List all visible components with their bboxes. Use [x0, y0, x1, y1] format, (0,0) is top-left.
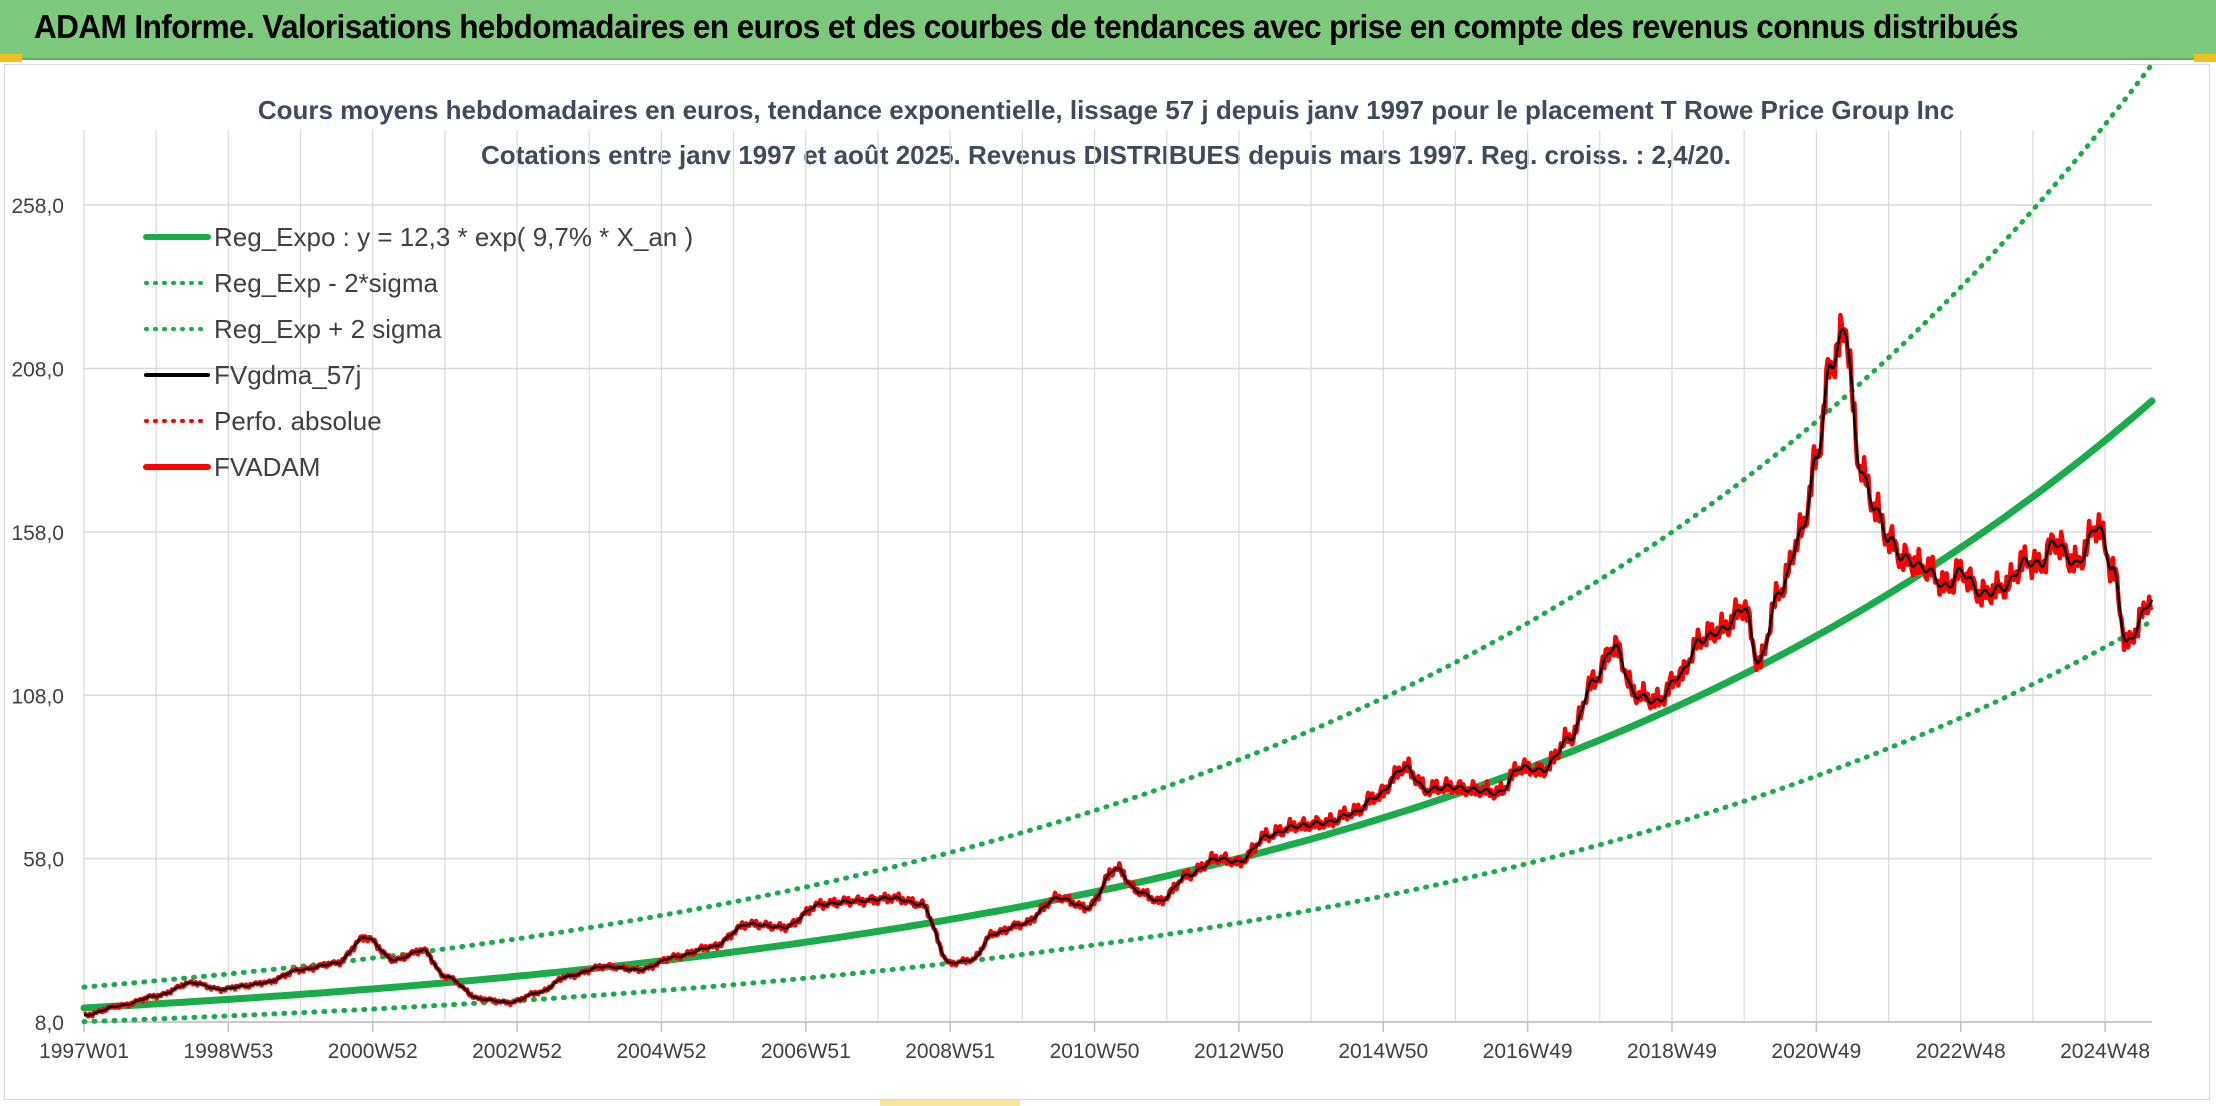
chart-grid	[83, 130, 2152, 1023]
x-tick-label: 2010W50	[1050, 1040, 1140, 1063]
x-tick-label: 2008W51	[905, 1040, 995, 1063]
x-tick-label: 2024W48	[2060, 1040, 2150, 1063]
y-tick-label: 208,0	[11, 359, 64, 382]
x-tick-label: 1997W01	[39, 1040, 129, 1063]
legend-label: Reg_Exp - 2*sigma	[214, 268, 439, 298]
x-tick-label: 1998W53	[183, 1040, 273, 1063]
x-tick-label: 2016W49	[1483, 1040, 1573, 1063]
y-tick-label: 158,0	[11, 522, 64, 545]
chart-title: Cours moyens hebdomadaires en euros, ten…	[258, 95, 1954, 125]
y-tick-label: 108,0	[11, 685, 64, 708]
x-tick-label: 2000W52	[328, 1040, 418, 1063]
header-banner: ADAM Informe. Valorisations hebdomadaire…	[0, 0, 2216, 62]
legend-label: Perfo. absolue	[214, 406, 382, 436]
banner-corner-left	[0, 54, 22, 62]
y-axis: 258,0 208,0 158,0 108,0 58,0 8,0	[11, 195, 64, 1035]
x-tick-label: 2012W50	[1194, 1040, 1284, 1063]
y-tick-label: 258,0	[11, 195, 64, 218]
chart-frame	[4, 64, 2210, 1100]
x-tick-label: 2020W49	[1771, 1040, 1861, 1063]
legend-label: Reg_Exp + 2 sigma	[214, 314, 442, 344]
page-title: ADAM Informe. Valorisations hebdomadaire…	[34, 8, 2019, 45]
chart-series	[80, 61, 2156, 1025]
x-tick-label: 2004W52	[616, 1040, 706, 1063]
y-tick-label: 58,0	[23, 849, 64, 872]
y-tick-label: 8,0	[35, 1012, 64, 1035]
x-tick-label: 2014W50	[1338, 1040, 1428, 1063]
x-tick-label: 2022W48	[1916, 1040, 2006, 1063]
footer-mark	[880, 1100, 1020, 1106]
legend-label: FVgdma_57j	[214, 360, 361, 390]
reg-exp-minus-2-sigma-line	[81, 618, 2155, 1025]
x-tick-label: 2006W51	[761, 1040, 851, 1063]
fvadam-line	[83, 312, 2154, 1019]
legend-label: Reg_Expo : y = 12,3 * exp( 9,7% * X_an )	[214, 222, 693, 252]
chart-subtitle: Cotations entre janv 1997 et août 2025. …	[481, 140, 1731, 170]
fvgdma-57j-line	[84, 328, 2154, 1017]
x-tick-label: 2002W52	[472, 1040, 562, 1063]
chart-legend: Reg_Expo : y = 12,3 * exp( 9,7% * X_an )…	[143, 222, 693, 482]
legend-label: FVADAM	[214, 452, 320, 482]
x-tick-label: 2018W49	[1627, 1040, 1717, 1063]
banner-corner-right	[2194, 54, 2216, 62]
reg-exp-plus-2-sigma-line	[81, 61, 2155, 990]
reg-expo-line	[80, 397, 2156, 1012]
x-axis: 1997W01 1998W53 2000W52 2002W52 2004W52 2006W…	[39, 1021, 2152, 1063]
